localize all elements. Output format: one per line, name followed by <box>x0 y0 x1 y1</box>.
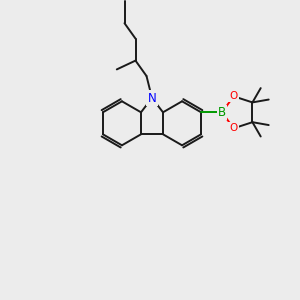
Text: B: B <box>218 106 226 119</box>
Text: O: O <box>230 91 238 101</box>
Text: O: O <box>230 123 238 133</box>
Text: N: N <box>148 92 156 104</box>
